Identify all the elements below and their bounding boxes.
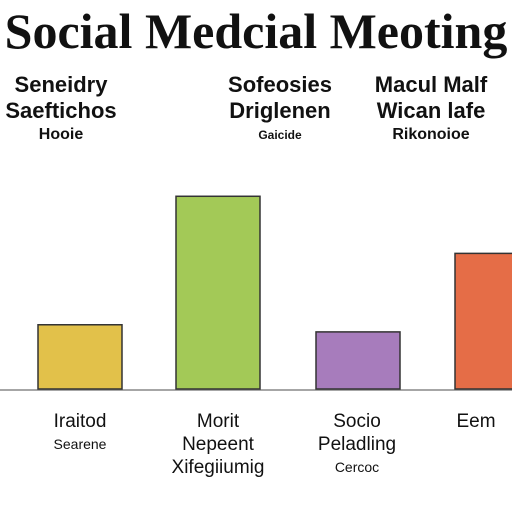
bar-3 (315, 331, 401, 390)
header-group-2-line-3: Gaicide (258, 128, 302, 142)
x-label-2-line-3: Xifegiiumig (171, 457, 265, 478)
header-group-1-line-1: Seneidry (14, 72, 108, 97)
header-group-2-line-2: Driglenen (229, 98, 331, 123)
x-label-1-line-2: Searene (53, 436, 107, 452)
x-label-3-line-1: Socio (333, 411, 381, 432)
x-label-2: Morit Nepeent Xifegiiumig (148, 410, 288, 479)
x-label-3-line-3: Cercoc (334, 459, 380, 475)
header-group-1: Seneidry Saeftichos Hooie (0, 72, 122, 146)
header-group-1-line-2: Saeftichos (5, 98, 117, 123)
header-group-3: Macul Malf Wican lafe Rikonoioe (350, 72, 512, 146)
bar-1 (37, 324, 123, 390)
header-group-1-line-3: Hooie (38, 126, 84, 143)
x-label-2-line-2: Nepeent (182, 434, 254, 455)
x-label-3: Socio Peladling Cercoc (292, 410, 422, 479)
header-group-3-line-1: Macul Malf (374, 72, 488, 97)
chart-title: Social Medcial Meoting (4, 3, 508, 59)
header-group-2-line-1: Sofeosies (228, 72, 332, 97)
header-group-3-line-3: Rikonoioe (392, 126, 470, 143)
header-group-3-line-2: Wican lafe (376, 98, 486, 123)
x-label-3-line-2: Peladling (317, 434, 397, 455)
x-label-4: Eem (440, 410, 512, 433)
bar-2 (175, 195, 261, 390)
x-label-2-line-1: Morit (196, 411, 240, 432)
header-group-2: Sofeosies Driglenen Gaicide (200, 72, 360, 146)
x-label-4-line-1: Eem (456, 411, 496, 432)
bar-4 (454, 252, 512, 390)
x-label-1-line-1: Iraitod (53, 411, 107, 432)
x-label-1: Iraitod Searene (15, 410, 145, 456)
